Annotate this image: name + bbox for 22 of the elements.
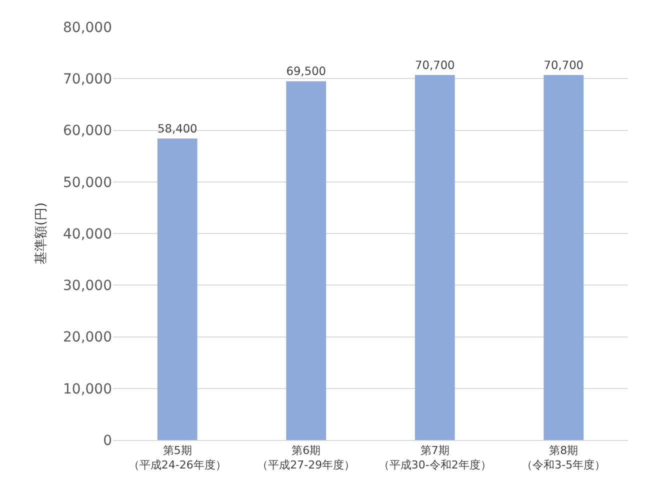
x-tick-label: 第6期（平成27-29年度） bbox=[257, 444, 356, 472]
y-tick-label: 10,000 bbox=[63, 381, 112, 398]
data-label: 70,700 bbox=[414, 58, 455, 72]
bar bbox=[544, 75, 584, 440]
x-tick-label: 第5期（平成24-26年度） bbox=[128, 444, 226, 472]
y-tick-label: 30,000 bbox=[63, 278, 112, 294]
bar bbox=[414, 75, 455, 440]
data-label: 69,500 bbox=[286, 64, 326, 78]
data-label: 58,400 bbox=[157, 121, 198, 136]
y-tick-label: 0 bbox=[103, 432, 112, 449]
y-tick-label: 80,000 bbox=[63, 20, 112, 36]
x-tick-label: 第8期（令和3-5年度） bbox=[522, 444, 606, 472]
y-tick-label: 20,000 bbox=[63, 330, 112, 346]
y-tick-label: 70,000 bbox=[63, 72, 112, 88]
y-tick-label: 60,000 bbox=[63, 123, 112, 140]
x-tick-label: 第7期（平成30-令和2年度） bbox=[378, 444, 492, 472]
y-tick-label: 50,000 bbox=[63, 174, 112, 191]
bar bbox=[157, 138, 198, 440]
y-axis-title: 基準額(円) bbox=[34, 202, 49, 265]
data-label: 70,700 bbox=[544, 58, 584, 72]
y-tick-label: 40,000 bbox=[63, 226, 112, 242]
bar bbox=[286, 81, 326, 440]
